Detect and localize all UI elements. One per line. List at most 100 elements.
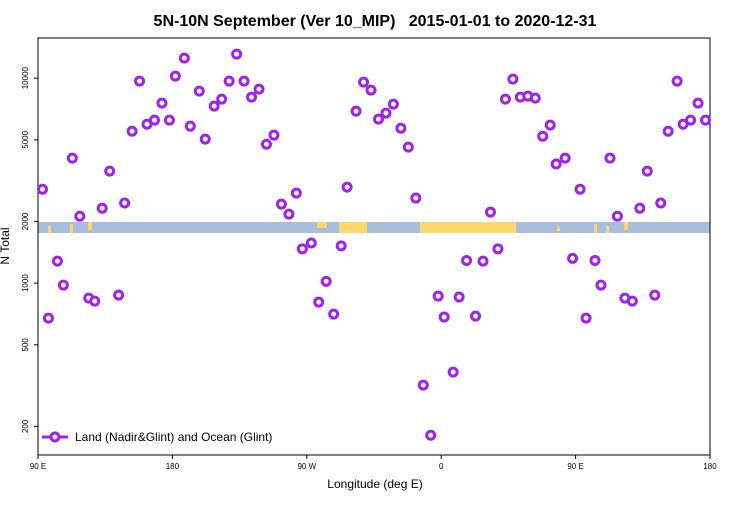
data-point xyxy=(328,308,340,320)
data-point xyxy=(169,70,181,82)
data-point xyxy=(589,254,601,266)
data-point xyxy=(447,366,459,378)
data-point xyxy=(432,290,444,302)
y-tick-label: 200 xyxy=(21,419,30,433)
data-point xyxy=(296,243,308,255)
data-point xyxy=(163,114,175,126)
data-point xyxy=(231,48,243,60)
data-point xyxy=(372,113,384,125)
data-point xyxy=(335,240,347,252)
data-point xyxy=(156,97,168,109)
data-point xyxy=(350,105,362,117)
y-tick-label: 2000 xyxy=(21,212,30,230)
data-point xyxy=(453,291,465,303)
data-point xyxy=(438,311,450,323)
data-point xyxy=(477,255,489,267)
data-point xyxy=(246,91,258,103)
data-point xyxy=(580,312,592,324)
data-point xyxy=(36,183,48,195)
data-point xyxy=(51,255,63,267)
data-point xyxy=(238,75,250,87)
data-point xyxy=(96,202,108,214)
data-point xyxy=(634,202,646,214)
data-point xyxy=(113,289,125,301)
data-point xyxy=(499,93,511,105)
data-point xyxy=(341,181,353,193)
data-point xyxy=(595,279,607,291)
data-point xyxy=(692,97,704,109)
data-point xyxy=(626,295,638,307)
data-point xyxy=(66,152,78,164)
y-tick-label: 1000 xyxy=(21,274,30,292)
data-point xyxy=(42,312,54,324)
data-point xyxy=(193,85,205,97)
data-point xyxy=(380,107,392,119)
data-point xyxy=(253,83,265,95)
data-point xyxy=(662,125,674,137)
x-tick-label: 0 xyxy=(439,462,444,471)
x-tick-label: 90 E xyxy=(567,462,583,471)
data-point xyxy=(313,296,325,308)
data-point xyxy=(574,183,586,195)
data-point xyxy=(611,210,623,222)
data-point xyxy=(470,310,482,322)
data-point xyxy=(550,158,562,170)
data-point xyxy=(57,279,69,291)
y-axis-label: N Total xyxy=(0,227,12,264)
data-point xyxy=(671,75,683,87)
data-point xyxy=(402,141,414,153)
data-point xyxy=(290,187,302,199)
data-point xyxy=(268,129,280,141)
x-tick-label: 90 E xyxy=(30,462,46,471)
data-point xyxy=(184,120,196,132)
x-axis-label: Longitude (deg E) xyxy=(327,477,422,491)
data-point xyxy=(604,152,616,164)
data-point xyxy=(283,208,295,220)
data-point xyxy=(649,289,661,301)
data-point xyxy=(507,73,519,85)
data-point xyxy=(559,152,571,164)
data-point xyxy=(425,429,437,441)
data-point xyxy=(417,379,429,391)
data-point xyxy=(119,197,131,209)
y-tick-label: 5000 xyxy=(21,130,30,148)
data-point xyxy=(655,197,667,209)
data-point xyxy=(410,192,422,204)
plot-frame xyxy=(37,37,711,456)
data-point xyxy=(260,138,272,150)
data-point xyxy=(387,98,399,110)
data-point xyxy=(529,92,541,104)
data-point xyxy=(126,125,138,137)
data-point xyxy=(89,295,101,307)
data-point xyxy=(216,93,228,105)
data-point xyxy=(148,114,160,126)
x-tick-label: 180 xyxy=(703,462,717,471)
data-point xyxy=(484,206,496,218)
legend-label: Land (Nadir&Glint) and Ocean (Glint) xyxy=(75,430,272,444)
x-tick-label: 90 W xyxy=(297,462,316,471)
data-point xyxy=(365,84,377,96)
data-point xyxy=(685,114,697,126)
data-point xyxy=(275,198,287,210)
data-point xyxy=(178,52,190,64)
data-point xyxy=(461,254,473,266)
y-tick-label: 10000 xyxy=(21,66,30,89)
data-point xyxy=(199,133,211,145)
data-point xyxy=(700,114,712,126)
data-point xyxy=(492,243,504,255)
land-segments xyxy=(48,222,628,233)
data-point xyxy=(641,165,653,177)
data-point xyxy=(544,119,556,131)
data-point xyxy=(305,237,317,249)
chart-title: 5N-10N September (Ver 10_MIP) 2015-01-01… xyxy=(154,13,597,30)
data-point xyxy=(74,210,86,222)
land-ocean-band xyxy=(38,222,710,233)
data-point xyxy=(567,252,579,264)
legend-marker xyxy=(49,431,61,443)
x-tick-label: 180 xyxy=(166,462,180,471)
data-point xyxy=(208,100,220,112)
data-point xyxy=(537,130,549,142)
data-point xyxy=(320,275,332,287)
data-point xyxy=(104,165,116,177)
